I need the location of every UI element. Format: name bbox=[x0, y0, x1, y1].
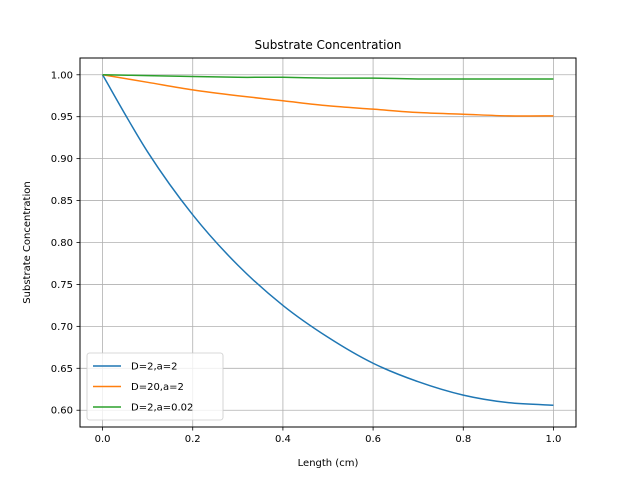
grid bbox=[80, 58, 576, 427]
series-lines bbox=[101, 74, 554, 406]
y-tick-label: 0.75 bbox=[51, 280, 73, 291]
x-tick-label: 0.4 bbox=[275, 434, 291, 445]
y-tick-label: 0.95 bbox=[51, 112, 73, 123]
legend-box bbox=[86, 352, 224, 421]
x-tick-label: 0.0 bbox=[95, 434, 111, 445]
legend-label: D=2,a=2 bbox=[131, 362, 178, 373]
x-tick-label: 0.6 bbox=[365, 434, 381, 445]
series-line bbox=[102, 74, 554, 117]
y-tick-label: 1.00 bbox=[51, 70, 73, 81]
x-axis-label: Length (cm) bbox=[298, 458, 359, 469]
legend[interactable]: D=2,a=2 D=20,a=2 D=2,a=0.02 bbox=[86, 352, 224, 421]
y-tick-label: 0.80 bbox=[51, 238, 73, 249]
y-axis-ticks: 0.60 0.65 0.70 0.75 0.80 0.85 0.90 0.95 1.00 bbox=[51, 70, 80, 417]
y-tick-label: 0.85 bbox=[51, 196, 73, 207]
legend-label: D=2,a=0.02 bbox=[131, 403, 193, 414]
x-axis-ticks: 0.0 0.2 0.4 0.6 0.8 1.0 bbox=[95, 427, 562, 445]
y-tick-label: 0.60 bbox=[51, 406, 73, 417]
x-tick-label: 1.0 bbox=[546, 434, 562, 445]
series-line bbox=[102, 74, 554, 80]
y-tick-label: 0.65 bbox=[51, 364, 73, 375]
y-tick-label: 0.70 bbox=[51, 322, 73, 333]
x-tick-label: 0.8 bbox=[455, 434, 471, 445]
chart-title: Substrate Concentration bbox=[255, 38, 402, 52]
series-line bbox=[101, 74, 554, 406]
y-axis-label: Substrate Concentration bbox=[22, 181, 33, 303]
legend-label: D=20,a=2 bbox=[131, 382, 184, 393]
y-tick-label: 0.90 bbox=[51, 154, 73, 165]
x-tick-label: 0.2 bbox=[185, 434, 201, 445]
